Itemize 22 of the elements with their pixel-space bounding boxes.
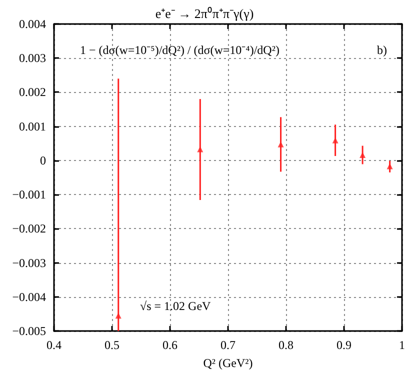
y-tick-label: 0.001 bbox=[19, 119, 46, 134]
annotation: √s = 1.02 GeV bbox=[140, 299, 212, 313]
chart-title: e⁺e⁻ → 2π⁰π⁺π⁻γ(γ) bbox=[155, 6, 254, 21]
annotation: 1 − (dσ(w=10⁻⁵)/dQ²) / (dσ(w=10⁻⁴)/dQ²) bbox=[80, 43, 280, 57]
y-tick-label: 0.003 bbox=[19, 51, 46, 66]
x-axis-title: Q² (GeV²) bbox=[203, 356, 253, 370]
x-tick-label: 0.8 bbox=[278, 338, 294, 352]
y-tick-label: −0.002 bbox=[12, 222, 46, 236]
y-tick-label: 0.004 bbox=[19, 17, 46, 31]
x-tick-label: 0.6 bbox=[162, 338, 178, 352]
y-tick-label: 0 bbox=[40, 153, 46, 168]
x-tick-label: 1 bbox=[399, 338, 405, 352]
y-tick-label: 0.002 bbox=[19, 85, 46, 100]
x-tick-label: 0.7 bbox=[220, 338, 236, 352]
y-tick-label: −0.005 bbox=[12, 324, 46, 338]
y-tick-label: −0.003 bbox=[12, 256, 46, 270]
annotation: b) bbox=[377, 43, 388, 57]
x-tick-label: 0.5 bbox=[104, 338, 120, 352]
x-tick-label: 0.4 bbox=[46, 338, 62, 352]
y-tick-label: −0.004 bbox=[12, 290, 46, 304]
x-tick-label: 0.9 bbox=[336, 338, 352, 352]
y-tick-label: −0.001 bbox=[12, 188, 46, 202]
